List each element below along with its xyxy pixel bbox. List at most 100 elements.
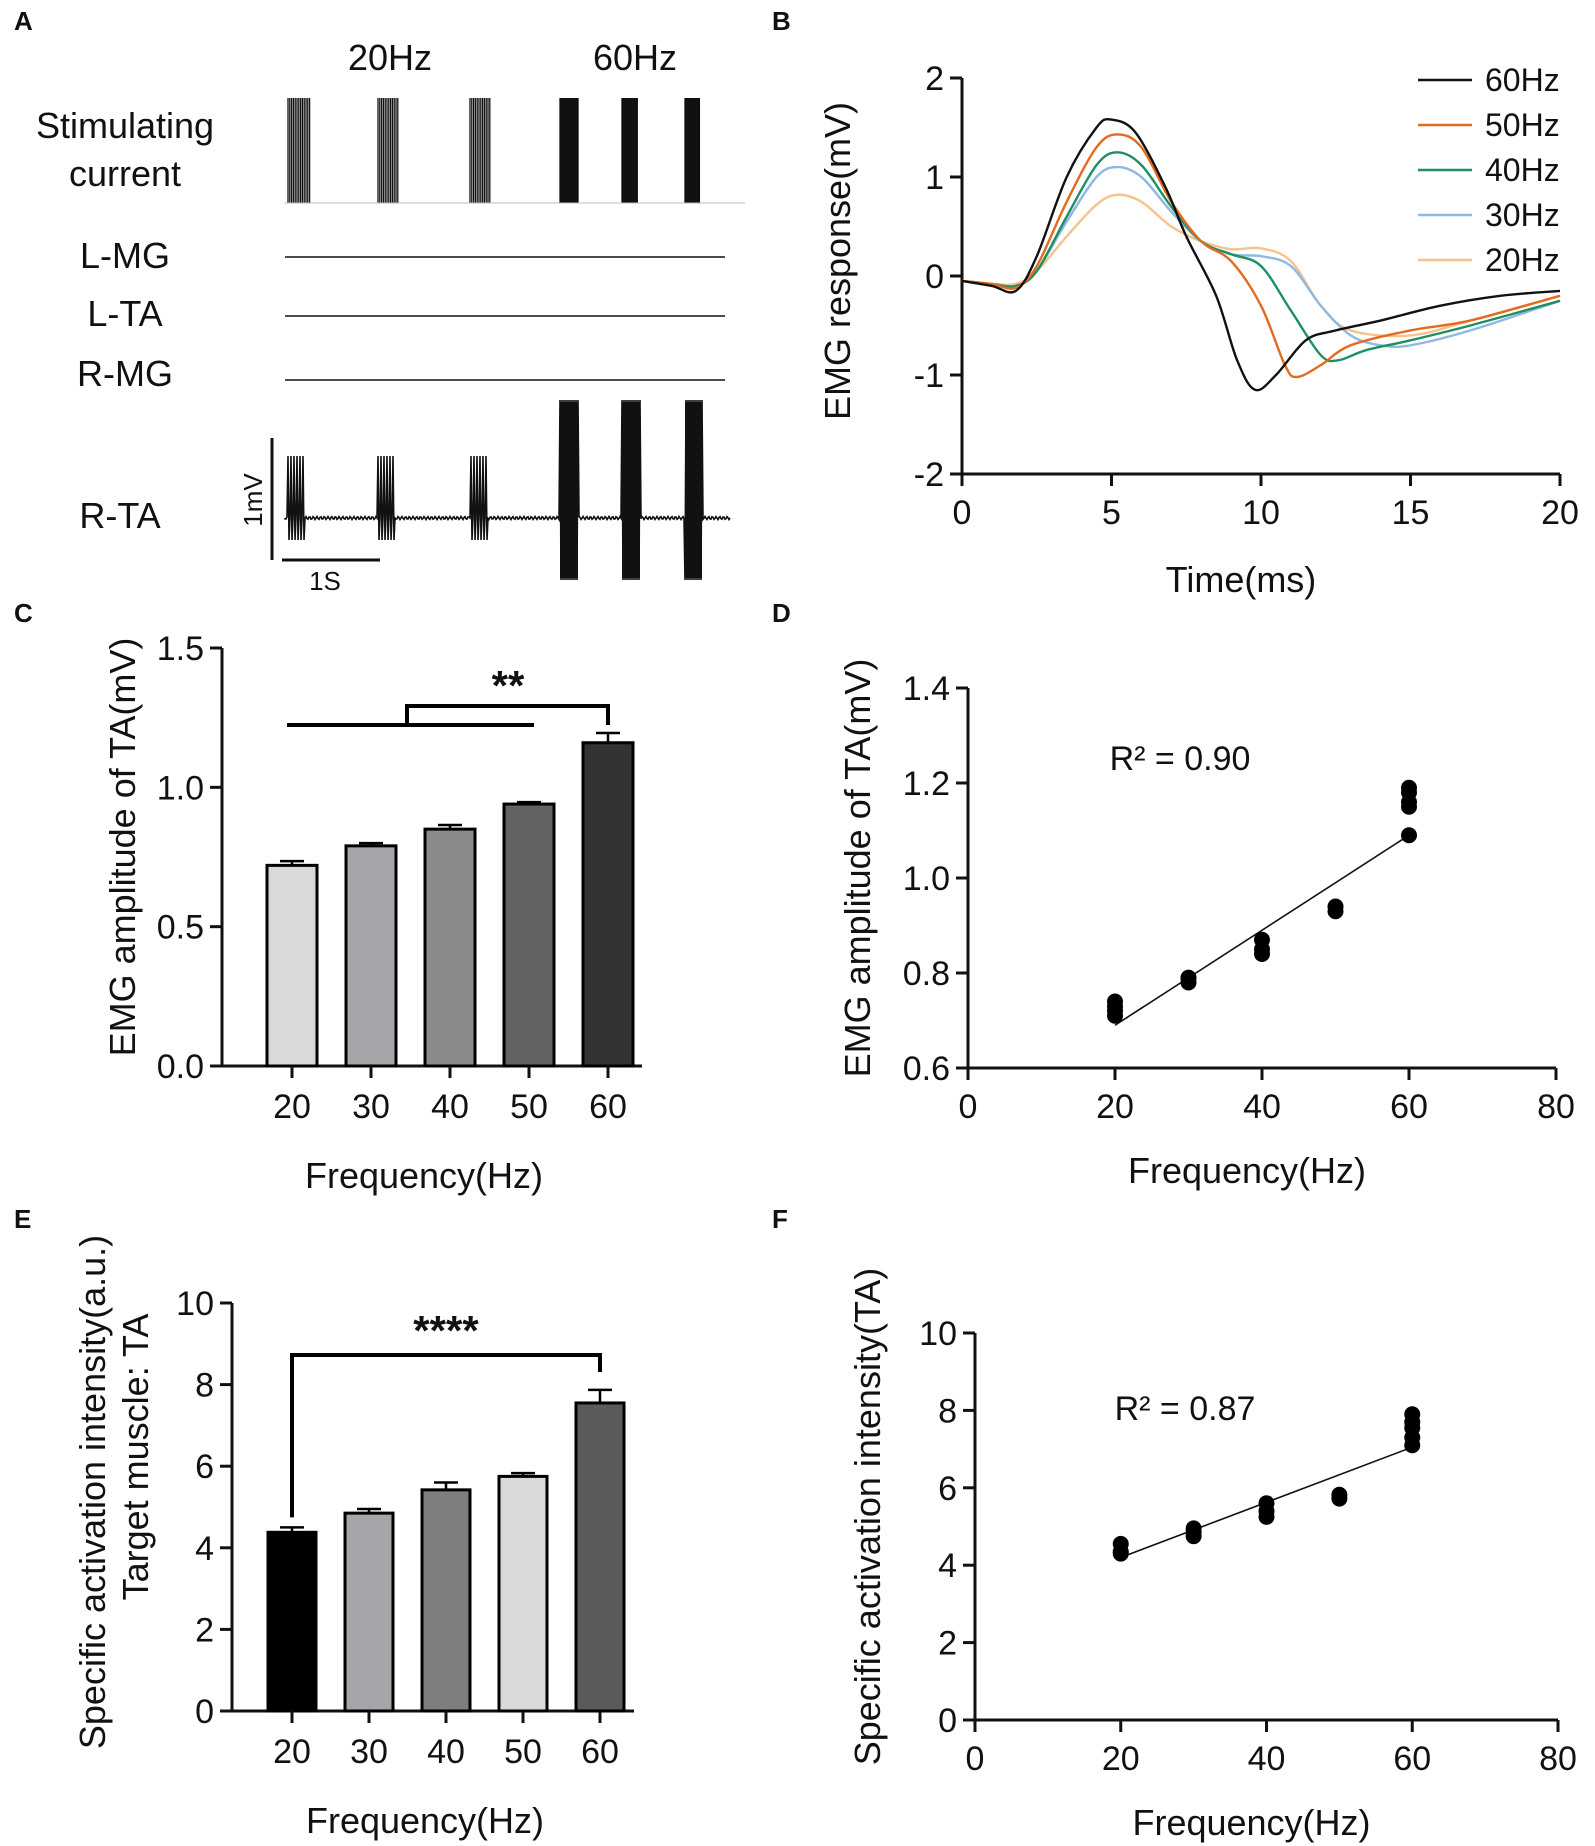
trace-r-ta	[284, 399, 731, 581]
legend-label-60hz: 60Hz	[1485, 62, 1560, 98]
y-tick-label: 10	[176, 1285, 214, 1323]
bar-40hz	[423, 827, 477, 1068]
scatter-point	[1327, 898, 1344, 915]
panel-label-b: B	[772, 6, 791, 36]
scatter-point	[1180, 969, 1197, 986]
freq-label-20hz: 20Hz	[348, 37, 432, 78]
muscle-label-r-mg: R-MG	[77, 353, 173, 394]
stimulating-current-trace	[287, 98, 701, 203]
y-tick-label: 0.6	[903, 1050, 950, 1088]
x-tick-label: 60	[1393, 1740, 1431, 1778]
panel-label-a: A	[14, 6, 33, 36]
panel-label-c: C	[14, 598, 33, 628]
y-tick-label: 8	[938, 1392, 957, 1430]
emg-amplitude-bar-chart: 0.0 0.5 1.0 1.5 20 30 40 50 60 Frequency(Hz) EMG a…	[102, 630, 642, 1196]
y-tick-label: 10	[919, 1315, 957, 1353]
activation-intensity-bar-chart: 0 2 4 6 8 10 20 30 40 50 60 Frequency(Hz) Specific a…	[72, 1235, 634, 1841]
x-tick-label: 60	[589, 1088, 627, 1126]
panel-label-e: E	[14, 1204, 31, 1234]
muscle-label-r-ta: R-TA	[79, 495, 160, 536]
bar-30hz	[343, 1511, 395, 1713]
y-axis-title-line2: Target muscle: TA	[115, 1314, 156, 1601]
x-tick-label: 60	[581, 1733, 619, 1771]
bar-50hz	[497, 1474, 549, 1713]
muscle-label-l-ta: L-TA	[87, 293, 162, 334]
significance-bracket	[290, 1353, 602, 1518]
x-tick-label: 20	[273, 1733, 311, 1771]
y-tick-label: 1.5	[157, 630, 204, 668]
x-tick-label: 10	[1242, 494, 1280, 532]
y-tick-label: 0	[195, 1693, 214, 1731]
scatter-point	[1331, 1486, 1348, 1503]
x-axis-title: Frequency(Hz)	[305, 1155, 543, 1196]
bar-20hz	[265, 863, 319, 1068]
scatter-point	[1107, 993, 1123, 1010]
bar-30hz	[344, 844, 398, 1068]
x-tick-label: 20	[1096, 1088, 1134, 1126]
x-tick-label: 50	[510, 1088, 548, 1126]
x-tick-label: 5	[1102, 494, 1121, 532]
bar-20hz	[266, 1530, 318, 1713]
y-axis-title: EMG amplitude of TA(mV)	[837, 659, 878, 1078]
scatter-point	[1254, 931, 1270, 948]
bar-50hz	[502, 802, 556, 1068]
x-tick-label: 30	[350, 1733, 388, 1771]
x-axis-title: Frequency(Hz)	[306, 1800, 544, 1841]
x-axis-title: Time(ms)	[1166, 559, 1317, 600]
legend-label-30hz: 30Hz	[1485, 197, 1560, 233]
y-tick-label: 1.0	[903, 860, 950, 898]
r-squared-annotation: R² = 0.87	[1115, 1390, 1256, 1428]
y-axis-title: Specific activation intensity(a.u.)	[72, 1235, 113, 1749]
bar-60hz	[581, 741, 635, 1068]
muscle-label-l-mg: L-MG	[80, 235, 170, 276]
y-tick-label: 2	[925, 60, 944, 98]
y-tick-label: 4	[195, 1530, 214, 1568]
freq-label-60hz: 60Hz	[593, 37, 677, 78]
significance-bracket	[405, 704, 610, 725]
activation-intensity-scatter: 0 2 4 6 8 10 0 20 40 60 80 Frequency(Hz) Specific ac…	[847, 1268, 1577, 1843]
panel-label-f: F	[772, 1204, 788, 1234]
scale-label-time: 1S	[309, 566, 341, 596]
y-tick-label: 0.8	[903, 955, 950, 993]
stim-label-line1: Stimulating	[36, 105, 214, 146]
y-tick-label: 4	[938, 1547, 957, 1585]
y-tick-label: 1	[925, 159, 944, 197]
x-tick-label: 0	[966, 1740, 985, 1778]
y-tick-label: 0.0	[157, 1048, 204, 1086]
y-tick-label: 6	[938, 1470, 957, 1508]
r-ta-burst	[560, 402, 578, 578]
scatter-point	[1401, 827, 1417, 844]
y-tick-label: 0	[938, 1702, 957, 1740]
y-tick-label: 2	[195, 1611, 214, 1649]
series-line-60hz	[961, 117, 1561, 392]
y-tick-label: 8	[195, 1367, 214, 1405]
panel-d: D 0.6 0.8 1.0 1.2 1.4 0 20 40 60 80 Frequency(Hz) E…	[772, 598, 1575, 1191]
y-tick-label: 1.0	[157, 769, 204, 807]
x-tick-label: 30	[352, 1088, 390, 1126]
bar-40hz	[420, 1488, 472, 1713]
y-axis-title: EMG amplitude of TA(mV)	[102, 638, 143, 1057]
x-tick-label: 20	[1541, 494, 1579, 532]
emg-amplitude-scatter: 0.6 0.8 1.0 1.2 1.4 0 20 40 60 80 Frequency(Hz) EMG…	[837, 659, 1575, 1191]
scatter-point	[1112, 1535, 1129, 1552]
panel-c: C 0.0 0.5 1.0 1.5 20 30 40 50 60 Frequency(Hz) EMG…	[14, 598, 642, 1196]
fit-line	[1114, 834, 1410, 1026]
y-tick-label: -2	[914, 456, 944, 494]
series-line-50hz	[961, 133, 1561, 379]
x-tick-label: 40	[431, 1088, 469, 1126]
x-tick-label: 40	[427, 1733, 465, 1771]
x-tick-label: 80	[1537, 1088, 1575, 1126]
r-ta-burst	[685, 402, 702, 578]
y-axis-title: EMG response(mV)	[817, 102, 858, 420]
y-tick-label: 0	[925, 258, 944, 296]
r-squared-annotation: R² = 0.90	[1110, 740, 1251, 778]
significance-stars: **	[492, 662, 525, 709]
x-tick-label: 20	[1102, 1740, 1140, 1778]
r-ta-burst	[622, 402, 640, 578]
panel-f: F 0 2 4 6 8 10 0 20 40 60 80 Frequency(Hz) Specific …	[772, 1204, 1577, 1843]
y-tick-label: 6	[195, 1448, 214, 1486]
scatter-point	[1401, 779, 1417, 796]
